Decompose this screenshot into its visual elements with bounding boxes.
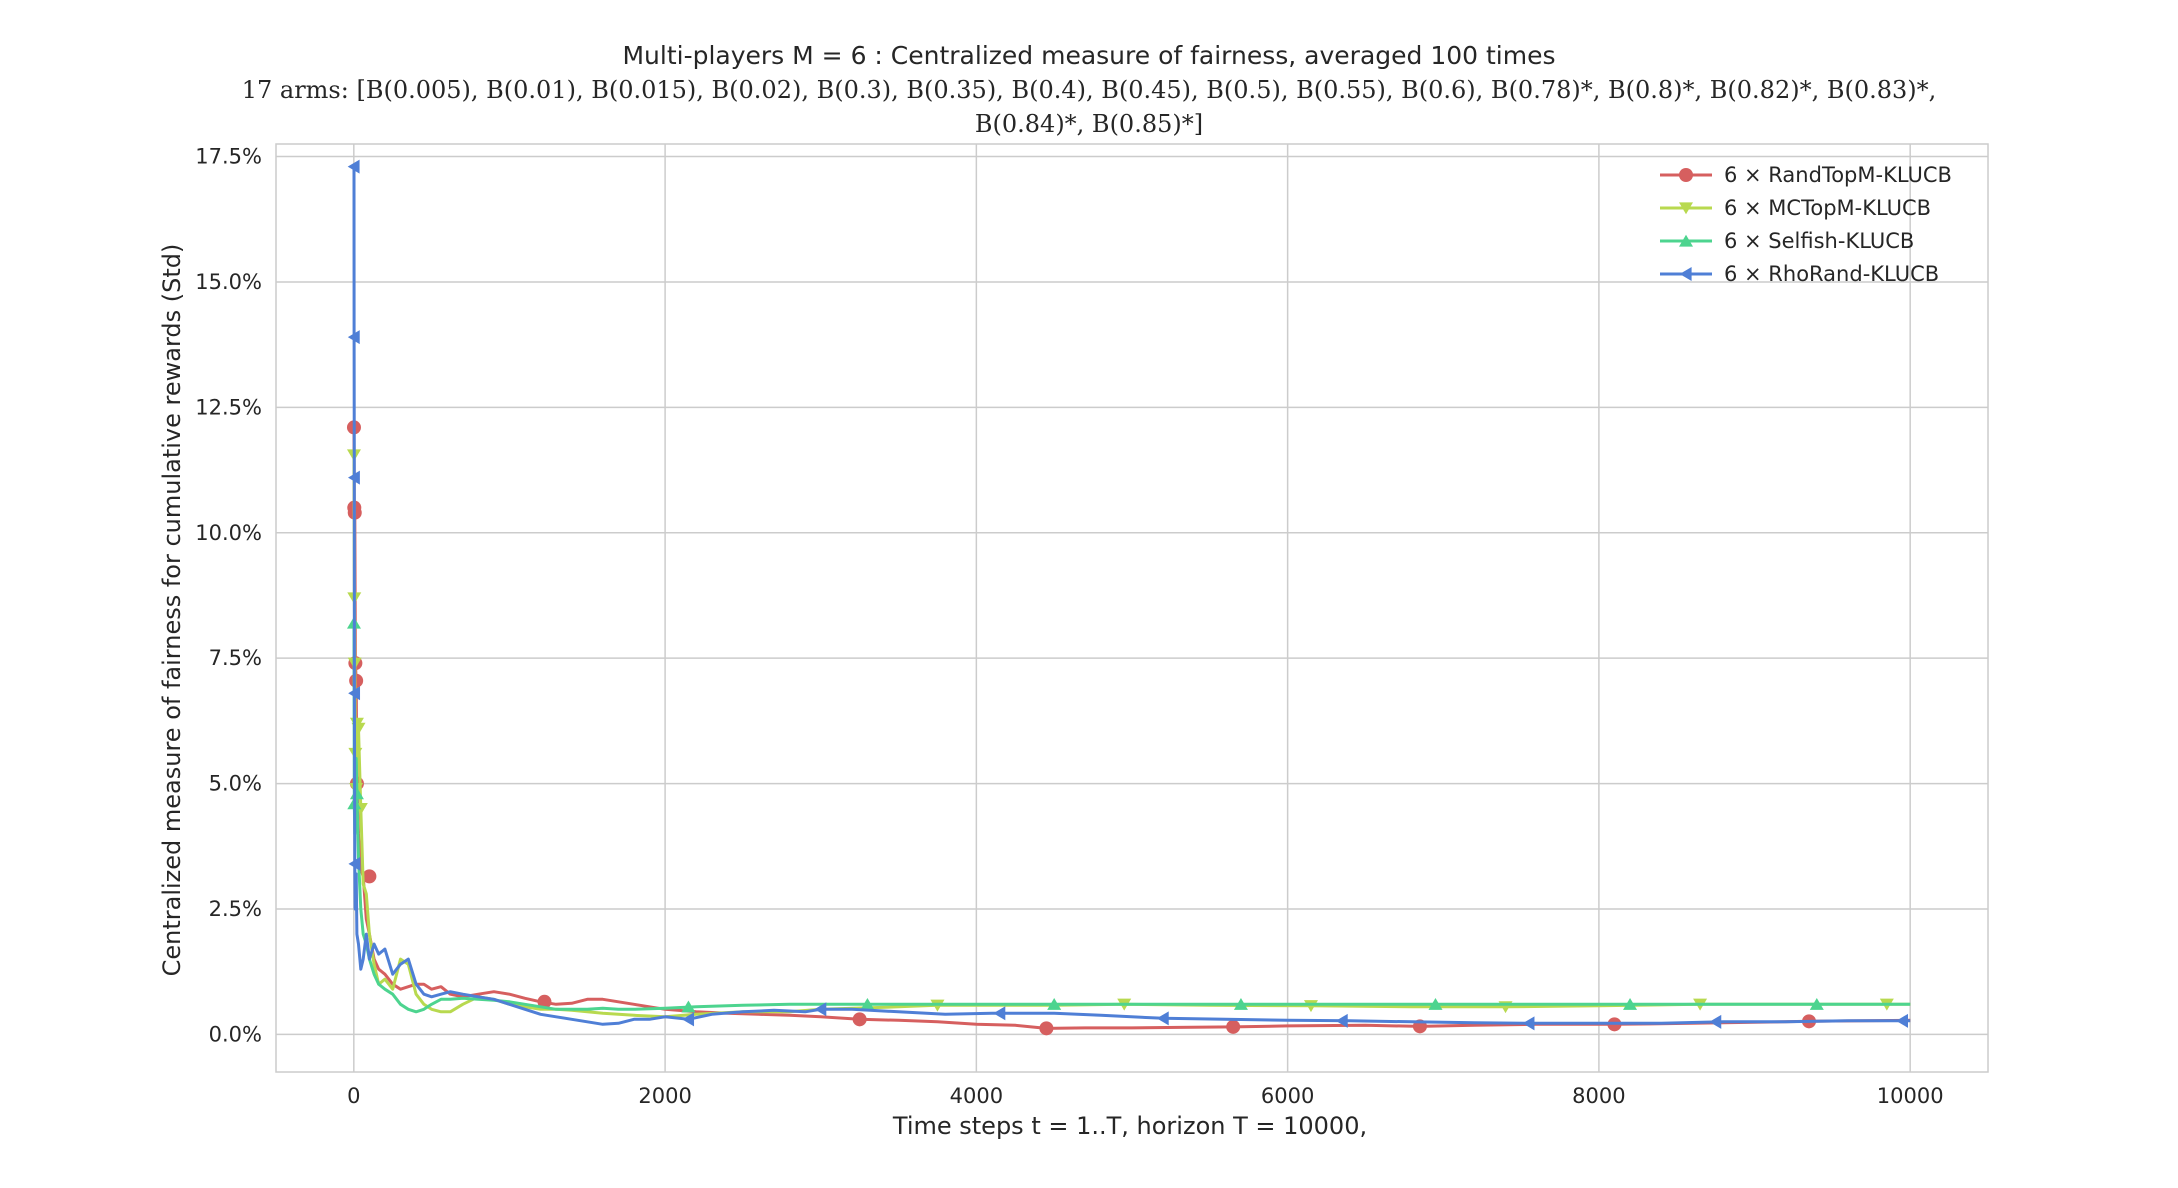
- data-point-marker: [347, 470, 360, 485]
- y-tick-label: 5.0%: [209, 772, 262, 796]
- series-lines: [346, 159, 1911, 1036]
- data-point-marker: [681, 1000, 696, 1013]
- data-point-marker: [1047, 997, 1062, 1010]
- y-tick-label: 7.5%: [209, 646, 262, 670]
- y-axis-label: Centralized measure of fairness for cumu…: [158, 244, 186, 977]
- data-point-marker: [537, 994, 552, 1009]
- y-tick-label: 0.0%: [209, 1022, 262, 1046]
- data-point-marker: [682, 1012, 695, 1027]
- legend: 6 × RandTopM-KLUCB 6 × MCTopM-KLUCB 6 × Se…: [1660, 163, 1952, 286]
- legend-item: 6 × RandTopM-KLUCB: [1660, 163, 1952, 187]
- legend-item: 6 × MCTopM-KLUCB: [1660, 196, 1931, 220]
- data-point-marker: [347, 330, 360, 345]
- plot-area: [275, 143, 1989, 1073]
- data-point-marker: [1709, 1014, 1722, 1029]
- series-rhorand-klucb: [347, 159, 1911, 1031]
- chart-subtitle-line-1: 17 arms: [B(0.005), B(0.01), B(0.015), B…: [242, 76, 1937, 104]
- y-tick-label: 10.0%: [195, 521, 262, 545]
- x-tick-label: 8000: [1572, 1084, 1625, 1108]
- data-point-marker: [1679, 234, 1693, 247]
- data-point-marker: [1679, 202, 1693, 215]
- x-axis-label: Time steps t = 1..T, horizon T = 10000,: [892, 1112, 1367, 1140]
- y-axis-ticks: 0.0% 2.5% 5.0% 7.5% 10.0% 12.5% 15.0% 17.5%: [195, 145, 262, 1047]
- legend-item: 6 × Selfish-KLUCB: [1660, 229, 1914, 253]
- series-line: [352, 166, 1911, 1026]
- data-point-marker: [347, 159, 360, 174]
- data-point-marker: [1039, 1021, 1054, 1036]
- data-point-marker: [1226, 1019, 1241, 1034]
- legend-item: 6 × RhoRand-KLUCB: [1660, 262, 1939, 286]
- legend-label: 6 × RandTopM-KLUCB: [1724, 163, 1952, 187]
- y-tick-label: 12.5%: [195, 395, 262, 419]
- x-tick-label: 10000: [1877, 1084, 1944, 1108]
- data-point-marker: [852, 1012, 867, 1027]
- data-point-marker: [1156, 1011, 1169, 1026]
- data-point-marker: [1623, 997, 1638, 1010]
- legend-label: 6 × RhoRand-KLUCB: [1724, 262, 1939, 286]
- data-point-marker: [1522, 1016, 1535, 1031]
- y-tick-label: 15.0%: [195, 270, 262, 294]
- x-axis-ticks: 0 2000 4000 6000 8000 10000: [347, 1084, 1943, 1108]
- data-point-marker: [362, 869, 377, 884]
- data-point-marker: [860, 997, 875, 1010]
- data-point-marker: [1335, 1013, 1348, 1028]
- x-tick-label: 0: [347, 1084, 360, 1108]
- data-point-marker: [348, 686, 361, 701]
- legend-label: 6 × Selfish-KLUCB: [1724, 229, 1914, 253]
- data-point-marker: [1679, 267, 1692, 281]
- data-point-marker: [993, 1006, 1006, 1021]
- data-point-marker: [1896, 1013, 1908, 1028]
- data-point-marker: [1809, 997, 1824, 1010]
- y-tick-label: 17.5%: [195, 145, 262, 169]
- data-point-marker: [1233, 997, 1248, 1010]
- legend-label: 6 × MCTopM-KLUCB: [1724, 196, 1931, 220]
- y-tick-label: 2.5%: [209, 897, 262, 921]
- x-tick-label: 2000: [638, 1084, 691, 1108]
- chart-title: Multi-players M = 6 : Centralized measur…: [622, 41, 1555, 70]
- data-point-marker: [814, 1002, 827, 1017]
- x-tick-label: 4000: [950, 1084, 1003, 1108]
- data-point-marker: [1428, 997, 1443, 1010]
- data-point-marker: [348, 856, 361, 871]
- x-tick-label: 6000: [1261, 1084, 1314, 1108]
- data-point-marker: [1679, 168, 1693, 182]
- chart-subtitle-line-2: B(0.84)*, B(0.85)*]: [975, 110, 1203, 138]
- grid: [276, 144, 1988, 1072]
- chart-title-group: Multi-players M = 6 : Centralized measur…: [242, 41, 1937, 138]
